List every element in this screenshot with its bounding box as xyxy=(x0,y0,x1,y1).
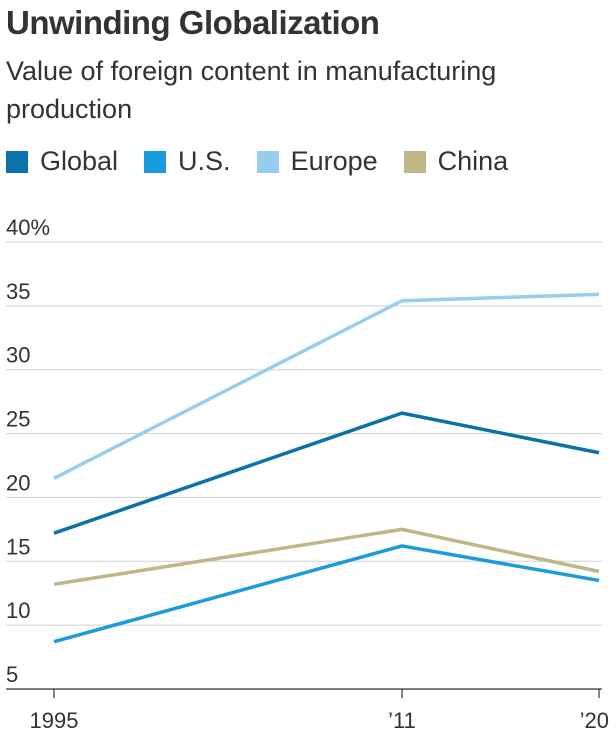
y-tick-label-15: 15 xyxy=(6,534,30,559)
legend-swatch-us xyxy=(144,150,167,173)
y-tick-label-20: 20 xyxy=(6,470,30,495)
x-tick-label-2020: ’20 xyxy=(580,708,609,733)
legend: Global U.S. Europe China xyxy=(6,146,534,177)
legend-item-europe: Europe xyxy=(256,146,378,177)
y-tick-label-40: 40% xyxy=(6,215,50,240)
chart-subtitle: Value of foreign content in manufacturin… xyxy=(6,56,497,124)
legend-item-global: Global xyxy=(6,146,118,177)
x-tick-label-2011: ’11 xyxy=(388,708,416,733)
legend-swatch-global xyxy=(6,150,28,173)
legend-item-china: China xyxy=(403,146,509,177)
legend-label-europe: Europe xyxy=(290,146,378,176)
series-line-us xyxy=(53,544,600,644)
y-tick-label-30: 30 xyxy=(6,343,30,368)
x-tick-label-1995: 1995 xyxy=(30,708,79,733)
y-tick-label-25: 25 xyxy=(6,407,30,432)
series-line-china xyxy=(53,527,600,587)
legend-label-global: Global xyxy=(40,146,119,176)
series-line-global xyxy=(53,411,600,535)
chart-title: Unwinding Globalization xyxy=(6,4,380,41)
legend-swatch-europe xyxy=(256,150,279,173)
y-tick-label-10: 10 xyxy=(6,598,30,623)
legend-label-china: China xyxy=(437,146,509,176)
legend-swatch-china xyxy=(403,150,426,173)
y-tick-label-35: 35 xyxy=(6,279,30,304)
legend-item-us: U.S. xyxy=(144,146,231,177)
y-tick-label-5: 5 xyxy=(6,662,18,687)
series-line-europe xyxy=(53,292,600,480)
legend-label-us: U.S. xyxy=(178,146,231,176)
